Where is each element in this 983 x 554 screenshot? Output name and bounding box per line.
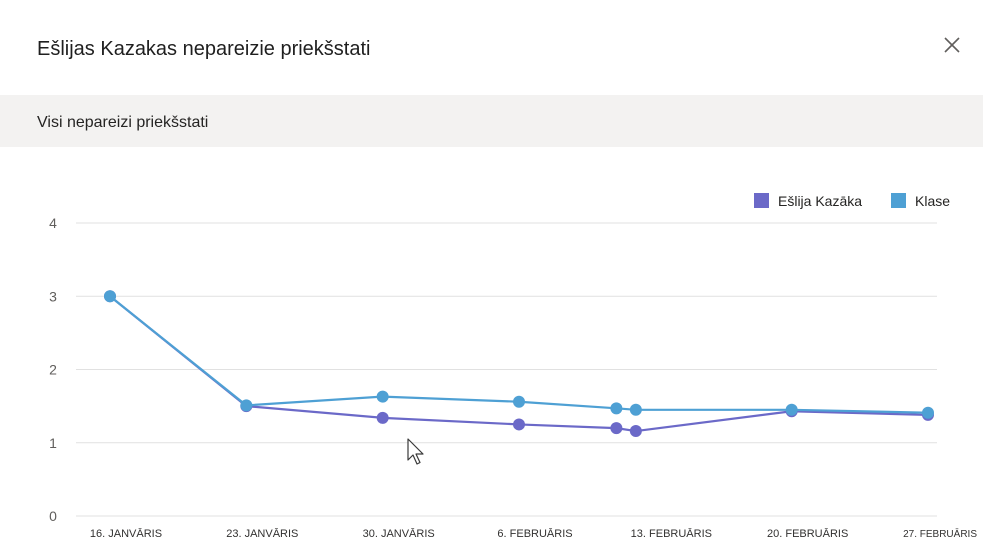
x-tick-label: 13. FEBRUĀRIS (631, 528, 712, 540)
legend-label: Klase (915, 193, 950, 209)
section-header (0, 95, 983, 147)
data-point[interactable] (629, 403, 642, 416)
y-axis: 0 1 2 3 4 (49, 215, 57, 524)
data-point[interactable] (376, 411, 389, 424)
close-button[interactable] (940, 33, 964, 57)
x-tick-label: 16. JANVĀRIS (90, 528, 162, 540)
close-icon (944, 37, 960, 53)
series-0 (104, 290, 934, 438)
x-tick-label: 20. FEBRUĀRIS (767, 528, 848, 540)
series-line (109, 295, 929, 414)
data-point[interactable] (610, 422, 623, 435)
dialog-title: Ešlijas Kazakas nepareizie priekšstati (37, 38, 371, 60)
data-point[interactable] (513, 395, 525, 408)
x-axis: 16. JANVĀRIS 23. JANVĀRIS 30. JANVĀRIS 6. F… (90, 528, 977, 540)
data-point[interactable] (629, 425, 642, 438)
mouse-cursor-icon (407, 438, 424, 465)
misconceptions-line-chart: 0 1 2 3 4 16. JANVĀRIS 23. JANVĀRIS 30. JANVĀR… (49, 193, 977, 540)
data-point[interactable] (610, 402, 623, 415)
data-point[interactable] (240, 399, 253, 412)
data-point[interactable] (785, 403, 798, 416)
legend-item-1[interactable]: Klase (891, 193, 950, 209)
x-tick-label: 23. JANVĀRIS (226, 528, 298, 540)
x-tick-label: 6. FEBRUĀRIS (497, 528, 572, 540)
data-point[interactable] (376, 390, 389, 403)
legend-swatch (754, 193, 769, 208)
y-tick-label: 2 (49, 362, 57, 378)
legend-label: Ešlija Kazāka (778, 193, 862, 209)
y-tick-label: 3 (49, 288, 57, 304)
data-point[interactable] (104, 290, 116, 303)
y-tick-label: 4 (49, 215, 57, 231)
y-tick-label: 0 (49, 508, 57, 524)
legend-swatch (891, 193, 906, 208)
dialog-header: Ešlijas Kazakas nepareizie priekšstati (0, 0, 983, 95)
series-1 (104, 290, 934, 419)
chart-legend: Ešlija Kazāka Klase (754, 193, 950, 209)
chart-grid (76, 222, 937, 517)
data-point[interactable] (922, 406, 934, 419)
x-tick-label: 27. FEBRUĀRIS (903, 528, 977, 540)
legend-item-0[interactable]: Ešlija Kazāka (754, 193, 862, 209)
y-tick-label: 1 (49, 435, 57, 451)
section-title: Visi nepareizi priekšstati (37, 114, 209, 131)
chart-series (104, 290, 934, 438)
data-point[interactable] (513, 418, 525, 431)
x-tick-label: 30. JANVĀRIS (363, 528, 435, 540)
series-line (109, 295, 929, 433)
